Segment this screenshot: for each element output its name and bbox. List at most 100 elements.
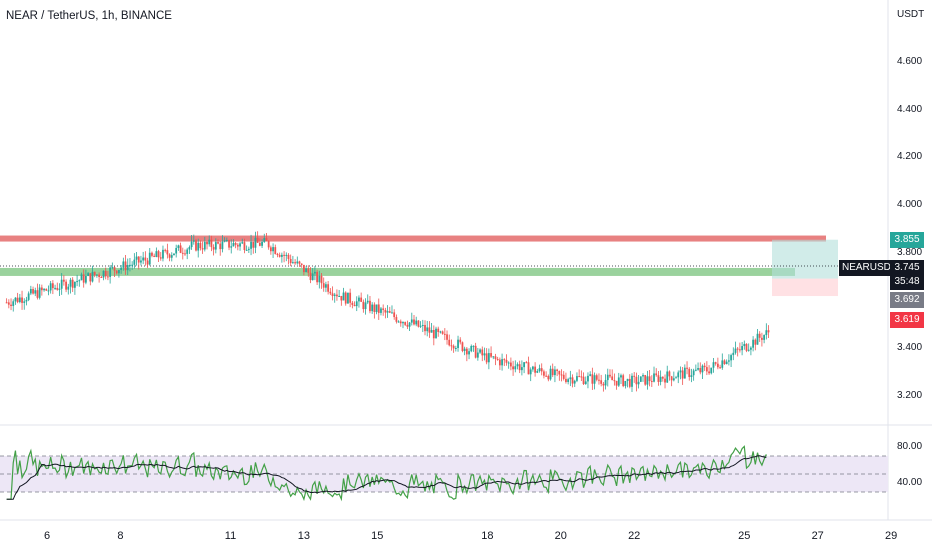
candle-body (558, 371, 561, 375)
candle-body (741, 346, 743, 351)
candle-body (723, 360, 726, 365)
candle-body (243, 242, 246, 251)
candle-body (747, 349, 750, 351)
candle-body (107, 276, 109, 278)
time-tick-label: 8 (117, 530, 124, 542)
candle-body (743, 343, 746, 347)
target-price-tag: 3.855 (890, 232, 924, 248)
candle-body (93, 271, 96, 276)
candle-body (578, 376, 581, 378)
candle-body (157, 251, 160, 258)
candle-body (503, 359, 506, 361)
candle-body (657, 375, 660, 382)
candle-body (254, 237, 257, 248)
candle-body (278, 254, 281, 257)
candle-body (487, 353, 490, 363)
candle-body (615, 380, 618, 386)
candle-body (188, 247, 191, 250)
candle-body (353, 304, 356, 307)
candle-body (527, 362, 530, 375)
candle-body (571, 377, 574, 384)
candle-body (573, 380, 576, 384)
candle-body (210, 239, 213, 248)
candle-body (745, 343, 748, 351)
candle-body (47, 290, 50, 292)
candle-body (87, 273, 90, 276)
price-unit: USDT (897, 9, 925, 20)
candle-body (765, 330, 768, 336)
candle-body (91, 271, 94, 282)
candle-body (173, 253, 175, 256)
candle-body (344, 292, 347, 304)
candle-body (269, 247, 272, 252)
candle-body (71, 279, 74, 288)
candle-body (633, 375, 636, 377)
candle-body (620, 375, 622, 378)
candle-body (705, 367, 708, 372)
candle-body (122, 261, 125, 268)
candle-body (38, 287, 41, 298)
candle-body (109, 267, 112, 277)
candle-body (593, 375, 596, 384)
candle-body (554, 369, 556, 376)
candle-body (322, 283, 325, 288)
candle-body (402, 322, 404, 324)
candle-body (25, 299, 28, 302)
candle-body (144, 257, 147, 261)
price-tick-label: 4.400 (897, 103, 923, 115)
candle-body (347, 292, 349, 304)
candle-body (362, 301, 365, 310)
candle-body (60, 279, 63, 289)
candle-body (501, 359, 503, 366)
candle-body (690, 375, 693, 377)
candle-body (602, 383, 605, 386)
candle-body (543, 371, 545, 376)
candle-body (305, 268, 308, 273)
candle-body (340, 295, 343, 301)
candle-body (714, 362, 717, 364)
candle-body (538, 368, 541, 371)
candle-body (611, 376, 614, 381)
candle-body (380, 308, 382, 313)
candle-body (701, 365, 704, 373)
candle-body (767, 330, 770, 333)
candle-body (432, 329, 435, 339)
candle-body (450, 345, 453, 347)
candle-body (320, 275, 323, 284)
rsi-ma-line (6, 455, 767, 500)
candle-body (465, 348, 468, 355)
candle-body (164, 249, 167, 251)
candle-body (675, 377, 677, 379)
candle-body (598, 379, 600, 381)
candle-body (27, 293, 30, 300)
candle-body (358, 297, 360, 302)
candle-body (239, 243, 241, 247)
candle-body (443, 333, 446, 335)
candle-body (54, 287, 56, 289)
candle-body (85, 275, 87, 283)
candle-body (454, 348, 457, 350)
candle-body (408, 322, 411, 327)
candle-body (82, 274, 85, 283)
candle-body (474, 345, 477, 358)
candle-body (10, 304, 12, 306)
candle-body (547, 375, 550, 380)
candle-body (250, 241, 252, 249)
candle-body (498, 359, 501, 366)
candle-body (190, 241, 193, 248)
candle-body (177, 245, 180, 248)
candle-body (670, 376, 673, 381)
candle-body (137, 256, 140, 263)
candle-body (393, 312, 396, 318)
candle-body (507, 362, 510, 364)
time-tick-label: 11 (224, 530, 237, 542)
candle-body (355, 301, 358, 307)
candle-body (89, 273, 92, 282)
candle-body (311, 273, 314, 281)
candle-body (104, 270, 107, 277)
candle-body (476, 352, 479, 358)
candle-body (21, 297, 23, 303)
candle-body (448, 339, 451, 346)
